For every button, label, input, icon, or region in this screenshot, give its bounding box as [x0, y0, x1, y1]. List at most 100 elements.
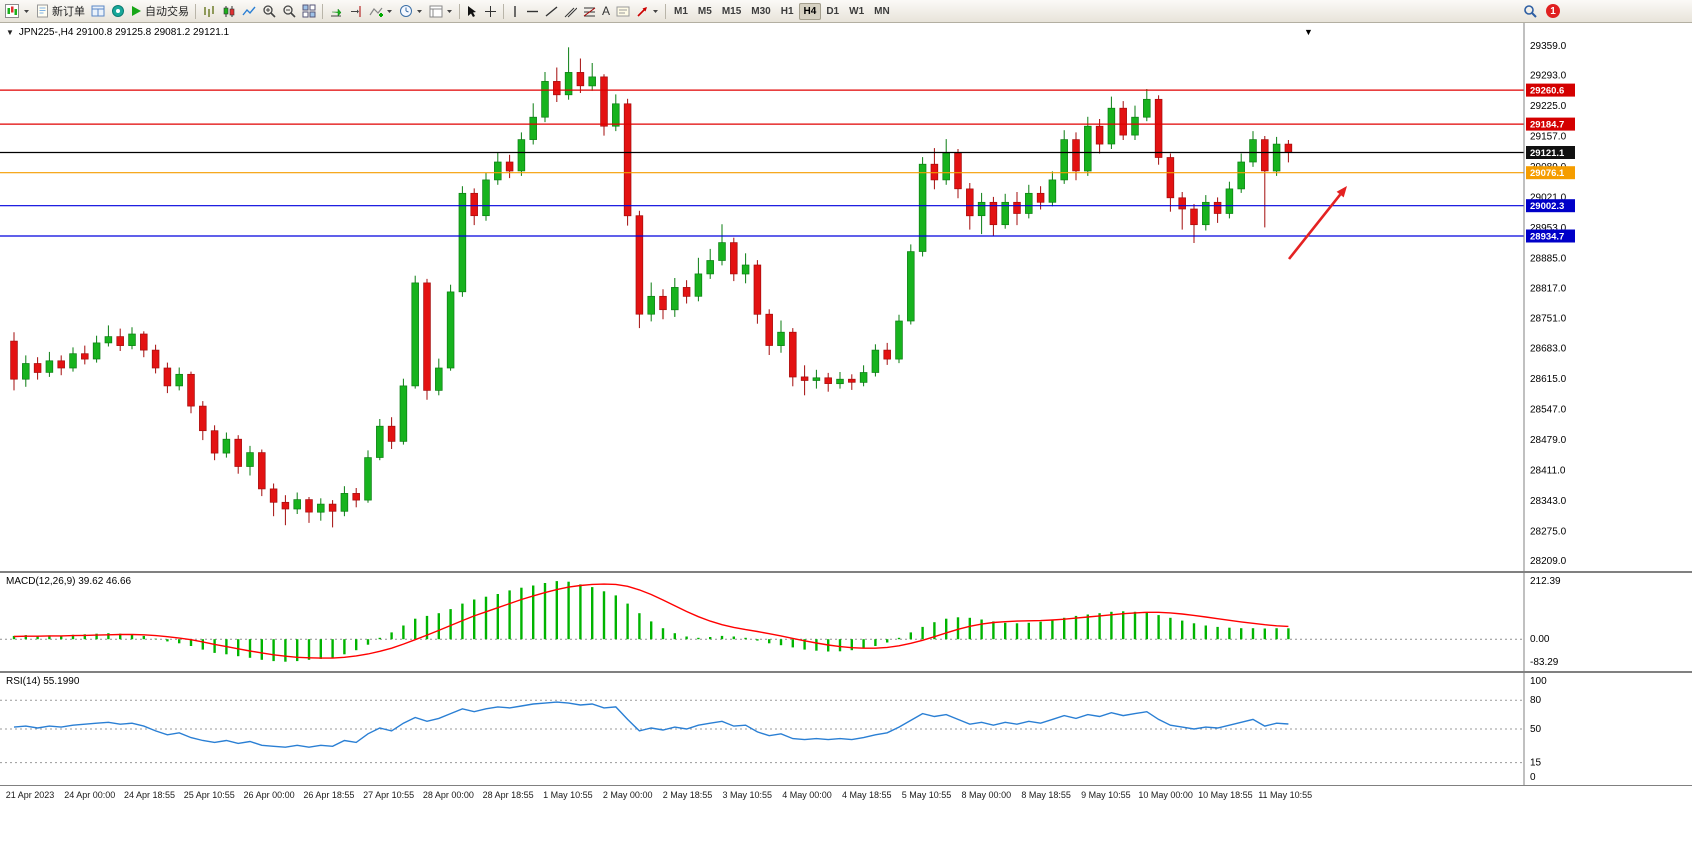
price-tag-29121.1[interactable]: 29121.1 [1526, 146, 1575, 159]
candle-body [647, 295, 655, 315]
annotation-arrow[interactable] [1287, 193, 1342, 260]
candle-body [364, 457, 372, 501]
candle-body [1225, 188, 1234, 214]
crosshair-button[interactable] [481, 1, 500, 21]
new-order-button[interactable]: 新订单 [33, 1, 88, 21]
price-chart-panel[interactable]: 29359.029293.029225.029157.029089.029021… [0, 23, 1692, 573]
candle-body [1025, 192, 1033, 214]
candle-body [81, 353, 89, 360]
timeframe-w1-button[interactable]: W1 [844, 3, 869, 20]
auto-trading-button[interactable]: 自动交易 [128, 1, 192, 21]
candle-body [1284, 143, 1293, 153]
price-tick-label: 28953.0 [1530, 223, 1567, 234]
timeframe-m15-button[interactable]: M15 [717, 3, 746, 20]
candle-body [69, 353, 77, 369]
time-axis-label: 5 May 10:55 [901, 790, 952, 800]
candle-body [376, 425, 384, 458]
search-button[interactable] [1520, 1, 1541, 21]
chart-shift-button[interactable] [346, 1, 366, 21]
arrows-tool-button[interactable] [633, 1, 662, 21]
cursor-button[interactable] [463, 1, 481, 21]
price-tag-29076.1[interactable]: 29076.1 [1526, 166, 1575, 180]
toolbar-separator [665, 3, 667, 19]
notification-badge[interactable]: 1 [1546, 4, 1560, 18]
price-tag-29002.3[interactable]: 29002.3 [1526, 199, 1575, 213]
candle-body [612, 103, 620, 127]
candle-body [541, 81, 549, 118]
rsi-scale-label: 50 [1530, 724, 1542, 735]
templates-icon [429, 5, 443, 17]
price-chart-canvas[interactable]: 29359.029293.029225.029157.029089.029021… [0, 23, 1692, 571]
price-tag-29260.6[interactable]: 29260.6 [1526, 83, 1575, 97]
candle-body [411, 282, 419, 387]
auto-scroll-button[interactable] [326, 1, 346, 21]
time-axis-label: 1 May 10:55 [543, 790, 593, 800]
candle-body [706, 260, 714, 275]
zoom-in-button[interactable] [259, 1, 279, 21]
timeframe-group: M1 M5 M15 M30 H1 H4 D1 W1 MN [669, 2, 895, 20]
candle-body [753, 264, 762, 315]
text-icon: A [602, 4, 611, 18]
time-axis[interactable]: 21 Apr 2023 24 Apr 00:00 24 Apr 18:55 25 Ap… [0, 786, 1692, 806]
candle-body [293, 499, 301, 510]
toolbar-separator [195, 3, 196, 19]
candle-body [895, 320, 903, 360]
new-chart-button[interactable] [2, 1, 33, 21]
time-axis-label: 2 May 00:00 [602, 790, 653, 800]
fibonacci-button[interactable] [580, 1, 599, 21]
candle-body [635, 215, 644, 315]
zoom-out-button[interactable] [279, 1, 299, 21]
candle-body [187, 373, 195, 407]
candle-body [482, 179, 490, 217]
candle-body [22, 363, 30, 380]
tile-windows-button[interactable] [299, 1, 319, 21]
line-chart-button[interactable] [239, 1, 259, 21]
candle-body [435, 367, 443, 391]
market-watch-button[interactable] [88, 1, 108, 21]
timeframe-h4-button[interactable]: H4 [798, 2, 822, 20]
dropdown-caret-icon [387, 9, 392, 13]
chart-collapse-icon[interactable]: ▼ [6, 28, 14, 37]
macd-canvas: 212.39 0.00 -83.29 [0, 573, 1561, 671]
rsi-indicator-panel[interactable]: 100 80 50 15 0 RSI(14) 55.1990 [0, 673, 1692, 786]
candle-body [470, 192, 478, 217]
periods-button[interactable] [396, 1, 426, 21]
timeframe-h1-button[interactable]: H1 [776, 3, 799, 20]
timeframe-m30-button[interactable]: M30 [746, 3, 775, 20]
scroll-to-end-icon[interactable]: ▼ [1304, 27, 1313, 37]
dropdown-caret-icon [447, 9, 452, 13]
trendline-button[interactable] [542, 1, 561, 21]
time-axis-label: 4 May 18:55 [842, 790, 892, 800]
timeframe-m5-button[interactable]: M5 [693, 3, 717, 20]
candle-body [741, 264, 750, 275]
text-button[interactable]: A [599, 1, 613, 21]
timeframe-mn-button[interactable]: MN [869, 3, 895, 20]
timeframe-m1-button[interactable]: M1 [669, 3, 693, 20]
text-label-button[interactable] [613, 1, 633, 21]
annotation-arrow-head[interactable] [1336, 186, 1347, 198]
chart-shift-icon [351, 5, 361, 17]
macd-indicator-panel[interactable]: 212.39 0.00 -83.29 MACD(12,26,9) 39.62 46.… [0, 573, 1692, 673]
candle-body [694, 273, 703, 297]
timeframe-d1-button[interactable]: D1 [821, 3, 844, 20]
price-tag-29184.7[interactable]: 29184.7 [1526, 117, 1575, 131]
data-window-button[interactable] [108, 1, 128, 21]
bar-chart-button[interactable] [199, 1, 219, 21]
candle-body [317, 503, 325, 513]
candle-body [340, 493, 349, 512]
candle-body [1261, 139, 1269, 172]
candle-body [765, 313, 773, 346]
market-watch-icon [91, 5, 105, 17]
rsi-scale-label: 0 [1530, 772, 1536, 783]
horizontal-line-button[interactable] [523, 1, 542, 21]
candle-body [1131, 116, 1139, 136]
equidistant-channel-button[interactable] [561, 1, 580, 21]
templates-button[interactable] [426, 1, 456, 21]
price-tag-28934.7[interactable]: 28934.7 [1526, 229, 1575, 243]
candle-body [222, 438, 231, 454]
price-tick-label: 28615.0 [1530, 374, 1567, 385]
vertical-line-button[interactable] [507, 1, 523, 21]
indicators-button[interactable] [366, 1, 396, 21]
candlestick-chart-button[interactable] [219, 1, 239, 21]
candle-body [387, 425, 396, 442]
